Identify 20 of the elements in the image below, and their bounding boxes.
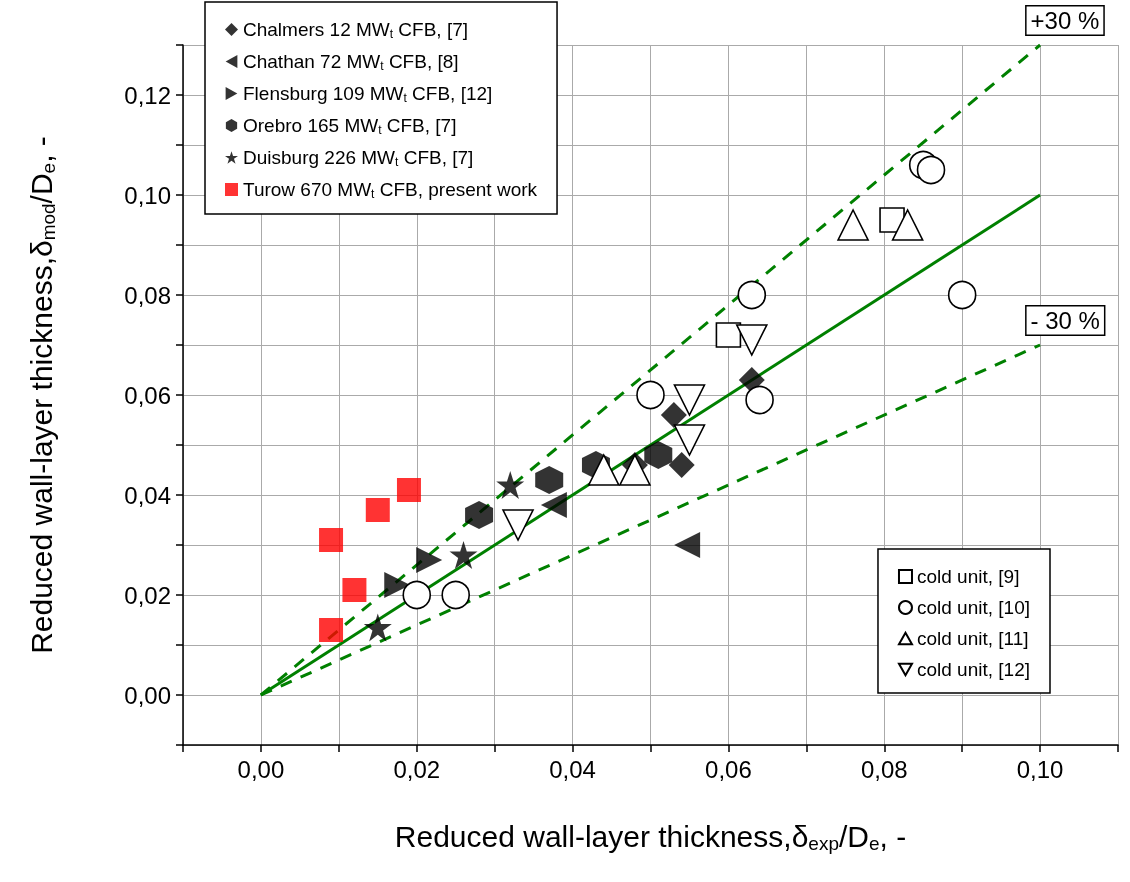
legend-label: cold unit, [12] — [916, 659, 1031, 680]
x-tick-label: 0,00 — [237, 755, 285, 783]
x-tick-label: 0,10 — [1016, 755, 1064, 783]
legend-label: cold unit, [9] — [916, 566, 1020, 587]
y-axis-title: Reduced wall-layer thickness,δmod/De, - — [25, 136, 59, 654]
y-tick-label: 0,12 — [124, 81, 171, 109]
legend-label: cold unit, [11] — [916, 628, 1029, 649]
y-tick-label: 0,04 — [124, 481, 171, 509]
x-tick-label: 0,08 — [860, 755, 908, 783]
y-tick-label: 0,08 — [124, 281, 171, 309]
y-tick-label: 0,00 — [124, 681, 171, 709]
y-tick-label: 0,02 — [124, 581, 171, 609]
legend-label: cold unit, [10] — [916, 597, 1031, 618]
x-tick-label: 0,02 — [393, 755, 441, 783]
annotation: +30 % — [1030, 7, 1100, 34]
y-tick-label: 0,10 — [124, 181, 171, 209]
y-tick-label: 0,06 — [124, 381, 171, 409]
annotation: - 30 % — [1030, 307, 1100, 334]
x-tick-label: 0,06 — [705, 755, 752, 783]
x-tick-label: 0,04 — [549, 755, 596, 783]
